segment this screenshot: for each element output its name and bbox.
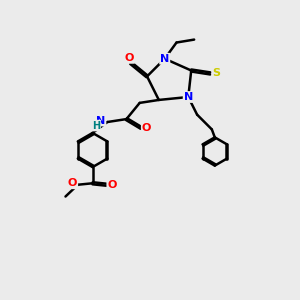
Text: N: N <box>96 116 106 126</box>
Text: O: O <box>68 178 77 188</box>
Text: H: H <box>92 121 100 130</box>
Text: S: S <box>212 68 220 78</box>
Text: N: N <box>160 54 169 64</box>
Text: O: O <box>125 53 134 63</box>
Text: N: N <box>184 92 193 102</box>
Text: O: O <box>142 123 151 133</box>
Text: O: O <box>107 180 117 190</box>
